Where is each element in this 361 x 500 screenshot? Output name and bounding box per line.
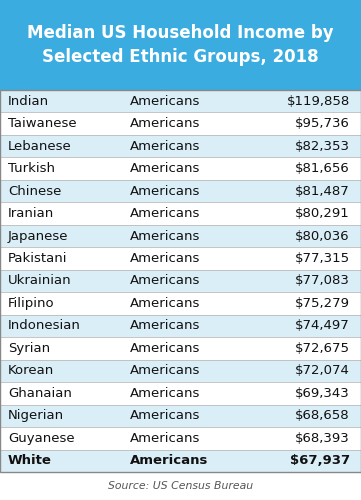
Text: Japanese: Japanese [8, 230, 69, 242]
Bar [0, 90, 361, 472]
Text: $95,736: $95,736 [295, 117, 350, 130]
Text: Korean: Korean [8, 364, 54, 378]
Bar [0, 0, 361, 90]
Text: Americans: Americans [130, 364, 200, 378]
Text: Americans: Americans [130, 274, 200, 287]
Text: Indian: Indian [8, 94, 49, 108]
Text: Guyanese: Guyanese [8, 432, 75, 445]
Text: Americans: Americans [130, 207, 200, 220]
Text: Lebanese: Lebanese [8, 140, 72, 152]
Text: Americans: Americans [130, 230, 200, 242]
Text: Americans: Americans [130, 162, 200, 175]
Text: $80,036: $80,036 [295, 230, 350, 242]
Text: Taiwanese: Taiwanese [8, 117, 77, 130]
Text: $80,291: $80,291 [295, 207, 350, 220]
Text: Syrian: Syrian [8, 342, 50, 355]
Text: Americans: Americans [130, 454, 208, 468]
Bar [0, 292, 361, 314]
Text: Turkish: Turkish [8, 162, 55, 175]
Text: Filipino: Filipino [8, 297, 55, 310]
Text: $81,656: $81,656 [295, 162, 350, 175]
Text: Iranian: Iranian [8, 207, 54, 220]
Text: Americans: Americans [130, 432, 200, 445]
Bar [0, 135, 361, 158]
Text: $69,343: $69,343 [295, 387, 350, 400]
Text: Americans: Americans [130, 387, 200, 400]
Text: White: White [8, 454, 52, 468]
Text: Source: US Census Bureau: Source: US Census Bureau [108, 481, 253, 491]
Bar [0, 270, 361, 292]
Bar [0, 202, 361, 225]
Bar [0, 180, 361, 203]
Text: Americans: Americans [130, 252, 200, 265]
Text: $77,315: $77,315 [295, 252, 350, 265]
Text: $72,074: $72,074 [295, 364, 350, 378]
Bar [0, 427, 361, 450]
Text: Americans: Americans [130, 94, 200, 108]
Text: Americans: Americans [130, 342, 200, 355]
Bar [0, 225, 361, 248]
Text: $77,083: $77,083 [295, 274, 350, 287]
Bar [0, 360, 361, 382]
Bar [0, 382, 361, 404]
Bar [0, 90, 361, 112]
Text: $72,675: $72,675 [295, 342, 350, 355]
Text: $68,658: $68,658 [295, 410, 350, 422]
Bar [0, 248, 361, 270]
Bar [0, 450, 361, 472]
Text: $74,497: $74,497 [295, 320, 350, 332]
Text: Americans: Americans [130, 140, 200, 152]
Text: Ghanaian: Ghanaian [8, 387, 72, 400]
Text: $119,858: $119,858 [287, 94, 350, 108]
Text: Median US Household Income by
Selected Ethnic Groups, 2018: Median US Household Income by Selected E… [27, 24, 334, 66]
Text: Indonesian: Indonesian [8, 320, 81, 332]
Text: Chinese: Chinese [8, 184, 61, 198]
Text: Pakistani: Pakistani [8, 252, 68, 265]
Text: Americans: Americans [130, 410, 200, 422]
Text: Americans: Americans [130, 184, 200, 198]
Bar [0, 112, 361, 135]
Bar [0, 404, 361, 427]
Text: $68,393: $68,393 [295, 432, 350, 445]
Text: Americans: Americans [130, 297, 200, 310]
Text: Americans: Americans [130, 117, 200, 130]
Text: Americans: Americans [130, 320, 200, 332]
Text: $81,487: $81,487 [295, 184, 350, 198]
Bar [0, 337, 361, 359]
Text: $67,937: $67,937 [290, 454, 350, 468]
Bar [0, 314, 361, 337]
Bar [0, 158, 361, 180]
Text: Ukrainian: Ukrainian [8, 274, 71, 287]
Text: Nigerian: Nigerian [8, 410, 64, 422]
Text: $82,353: $82,353 [295, 140, 350, 152]
Text: $75,279: $75,279 [295, 297, 350, 310]
